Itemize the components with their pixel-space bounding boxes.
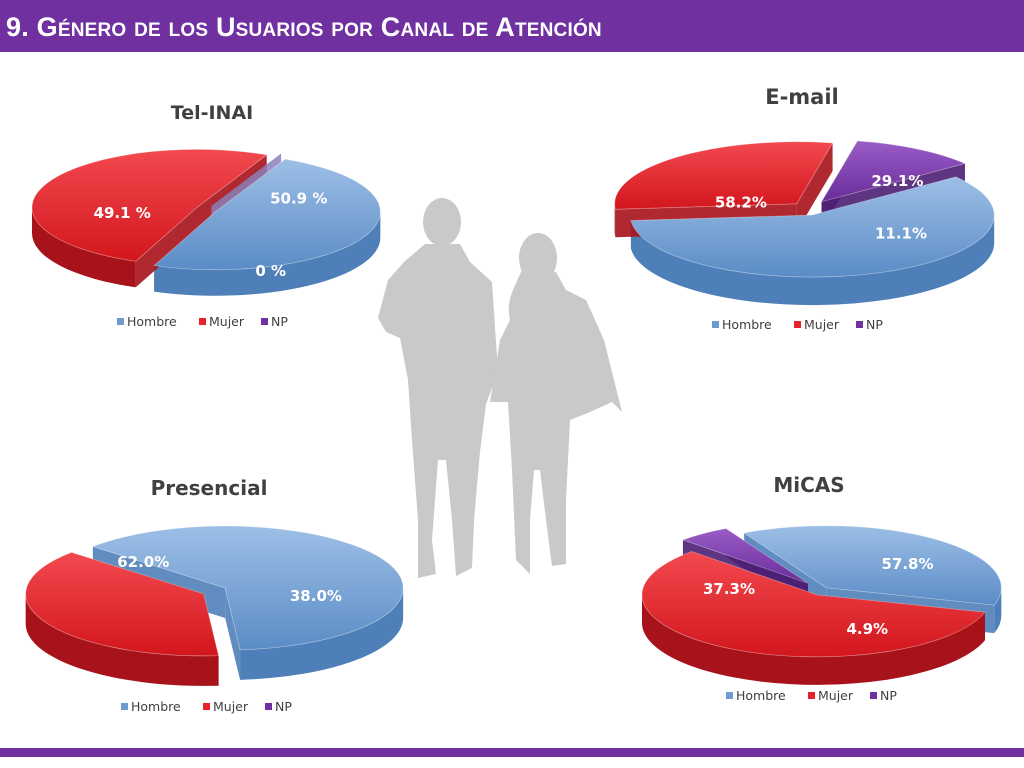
legend-swatch-np — [856, 321, 863, 328]
legend-swatch-hombre — [121, 703, 128, 710]
legend-swatch-mujer — [199, 318, 206, 325]
legend-swatch-hombre — [726, 692, 733, 699]
pie-slice-np — [820, 140, 967, 203]
legend-swatch-np — [261, 318, 268, 325]
couple-walking-silhouette — [378, 198, 622, 578]
title-bar: 9. Género de los Usuarios por Canal de A… — [0, 0, 1024, 52]
pie-slices — [614, 140, 995, 278]
chart-title: Presencial — [151, 476, 268, 500]
pie-slice-mujer — [641, 551, 986, 658]
legend-label-np: NP — [271, 314, 288, 329]
legend-swatch-hombre — [117, 318, 124, 325]
data-label-mujer: 50.9 % — [270, 189, 327, 207]
legend-swatch-hombre — [712, 321, 719, 328]
legend-label-hombre: Hombre — [722, 317, 772, 332]
data-label-mujer: 57.8% — [881, 555, 933, 573]
pie-wall-hombre — [225, 588, 241, 680]
chart-title: MiCAS — [773, 473, 844, 497]
legend-label-hombre: Hombre — [736, 688, 786, 703]
legend-label-mujer: Mujer — [804, 317, 840, 332]
pie-wall-mujer — [135, 207, 197, 288]
data-label-mujer: 29.1% — [871, 172, 923, 190]
pie-side-mujer — [31, 207, 136, 288]
legend-label-mujer: Mujer — [818, 688, 854, 703]
legend-label-mujer: Mujer — [213, 699, 249, 714]
pie-side-hombre — [154, 211, 381, 296]
pie-side-mujer — [614, 203, 616, 238]
data-label-hombre: 37.3% — [703, 580, 755, 598]
pie-slices — [31, 148, 381, 271]
pie-wall-mujer — [796, 143, 833, 232]
data-label-np: 0 % — [255, 262, 286, 280]
legend-label-np: NP — [275, 699, 292, 714]
pie-side-hombre — [240, 588, 404, 680]
pie-slice-hombre — [153, 158, 381, 271]
legend-swatch-np — [265, 703, 272, 710]
chart-title: Tel-INAI — [171, 102, 253, 124]
data-label-np: 4.9% — [846, 620, 888, 638]
chart-title: E-mail — [765, 85, 839, 109]
pie-chart-presencial: Presencial 62.0% 38.0% Hombre Mujer NP — [25, 476, 404, 714]
pie-chart-micas: MiCAS 37.3% 57.8% 4.9% Hombre Mujer NP — [641, 473, 1002, 703]
pie-chart-tel-inai: Tel-INAI 49.1 % 50.9 % 0 % Hombre Mujer NP — [31, 102, 381, 329]
pie-slice-mujer — [614, 141, 834, 210]
pie-slice-np — [681, 528, 809, 584]
chart-legend: Hombre Mujer NP — [726, 688, 897, 703]
chart-legend: Hombre Mujer NP — [121, 699, 292, 714]
legend-label-mujer: Mujer — [209, 314, 245, 329]
pie-side-hombre — [994, 587, 1002, 634]
pie-chart-e-mail: E-mail 58.2% 29.1% 11.1% Hombre Mujer NP — [614, 85, 995, 332]
chart-legend: Hombre Mujer NP — [712, 317, 883, 332]
pie-slices — [25, 525, 404, 657]
pie-slice-hombre — [743, 525, 1002, 606]
legend-swatch-mujer — [808, 692, 815, 699]
data-label-hombre: 49.1 % — [94, 204, 151, 222]
legend-swatch-mujer — [203, 703, 210, 710]
pie-side-mujer — [641, 594, 985, 685]
pie-slice-mujer — [31, 148, 268, 262]
bottom-bar — [0, 748, 1024, 757]
pie-side-hombre — [630, 215, 995, 306]
legend-label-np: NP — [866, 317, 883, 332]
legend-swatch-np — [870, 692, 877, 699]
data-label-hombre: 58.2% — [715, 194, 767, 212]
data-label-np: 11.1% — [875, 225, 927, 243]
pie-slice-hombre — [91, 525, 404, 651]
legend-swatch-mujer — [794, 321, 801, 328]
data-label-mujer: 38.0% — [290, 587, 342, 605]
chart-legend: Hombre Mujer NP — [117, 314, 288, 329]
pie-slices — [641, 525, 1002, 658]
pie-slice-mujer — [25, 552, 220, 657]
legend-label-hombre: Hombre — [131, 699, 181, 714]
pie-side-mujer — [25, 593, 219, 686]
legend-label-hombre: Hombre — [127, 314, 177, 329]
pie-slice-hombre — [630, 176, 995, 278]
page-title: 9. Género de los Usuarios por Canal de A… — [6, 12, 602, 42]
legend-label-np: NP — [880, 688, 897, 703]
data-label-hombre: 62.0% — [117, 553, 169, 571]
